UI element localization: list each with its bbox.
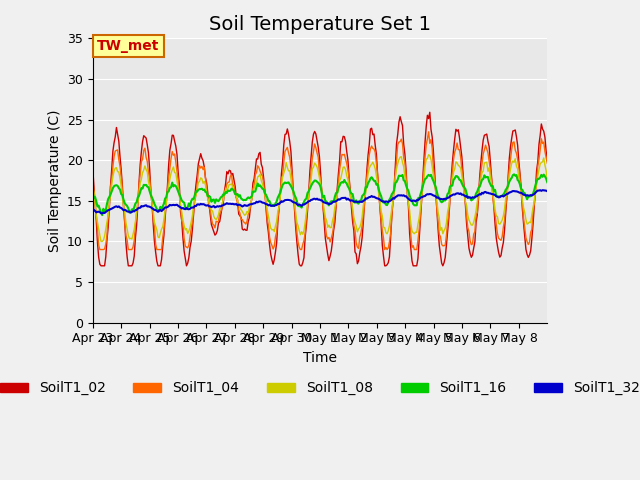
SoilT1_32 — [539, 187, 547, 193]
SoilT1_08 — [120, 204, 127, 209]
SoilT1_08 — [106, 201, 113, 206]
SoilT1_32 — [89, 206, 97, 212]
SoilT1_16 — [482, 175, 490, 180]
X-axis label: Time: Time — [303, 351, 337, 365]
SoilT1_08 — [89, 185, 97, 191]
SoilT1_16 — [106, 194, 113, 200]
SoilT1_02 — [542, 148, 550, 154]
SoilT1_04 — [425, 129, 433, 135]
SoilT1_32 — [120, 207, 127, 213]
SoilT1_04 — [106, 201, 113, 207]
SoilT1_04 — [324, 236, 332, 242]
Y-axis label: Soil Temperature (C): Soil Temperature (C) — [47, 109, 61, 252]
Line: SoilT1_02: SoilT1_02 — [93, 112, 547, 266]
SoilT1_32 — [99, 210, 106, 216]
SoilT1_16 — [414, 195, 422, 201]
Line: SoilT1_32: SoilT1_32 — [93, 190, 547, 213]
SoilT1_16 — [542, 176, 550, 181]
SoilT1_04 — [120, 200, 127, 206]
SoilT1_02 — [414, 256, 422, 262]
SoilT1_32 — [482, 189, 490, 195]
SoilT1_16 — [89, 191, 97, 196]
SoilT1_02 — [483, 131, 491, 137]
SoilT1_02 — [426, 109, 434, 115]
SoilT1_02 — [324, 252, 332, 257]
SoilT1_08 — [542, 168, 550, 173]
SoilT1_02 — [106, 205, 113, 211]
SoilT1_04 — [89, 177, 97, 182]
SoilT1_04 — [543, 160, 551, 166]
SoilT1_02 — [543, 158, 551, 164]
SoilT1_16 — [120, 197, 127, 203]
SoilT1_16 — [510, 171, 518, 177]
SoilT1_16 — [324, 201, 332, 207]
SoilT1_08 — [414, 221, 422, 227]
SoilT1_04 — [96, 247, 104, 252]
Line: SoilT1_04: SoilT1_04 — [93, 132, 547, 250]
SoilT1_32 — [414, 197, 422, 203]
SoilT1_32 — [543, 188, 551, 194]
SoilT1_02 — [97, 263, 105, 269]
SoilT1_02 — [89, 164, 97, 170]
Title: Soil Temperature Set 1: Soil Temperature Set 1 — [209, 15, 431, 34]
SoilT1_16 — [99, 212, 106, 218]
SoilT1_32 — [542, 188, 550, 193]
Line: SoilT1_08: SoilT1_08 — [93, 155, 547, 241]
SoilT1_32 — [106, 207, 113, 213]
SoilT1_04 — [414, 238, 422, 243]
SoilT1_08 — [543, 176, 551, 182]
SoilT1_04 — [483, 146, 491, 152]
SoilT1_32 — [324, 200, 332, 206]
SoilT1_02 — [120, 205, 127, 211]
SoilT1_04 — [542, 155, 550, 160]
SoilT1_08 — [425, 152, 433, 157]
Line: SoilT1_16: SoilT1_16 — [93, 174, 547, 215]
SoilT1_16 — [543, 180, 551, 185]
SoilT1_08 — [97, 239, 105, 244]
Text: TW_met: TW_met — [97, 39, 159, 53]
SoilT1_08 — [483, 159, 491, 165]
SoilT1_08 — [324, 225, 332, 230]
Legend: SoilT1_02, SoilT1_04, SoilT1_08, SoilT1_16, SoilT1_32: SoilT1_02, SoilT1_04, SoilT1_08, SoilT1_… — [0, 376, 640, 401]
